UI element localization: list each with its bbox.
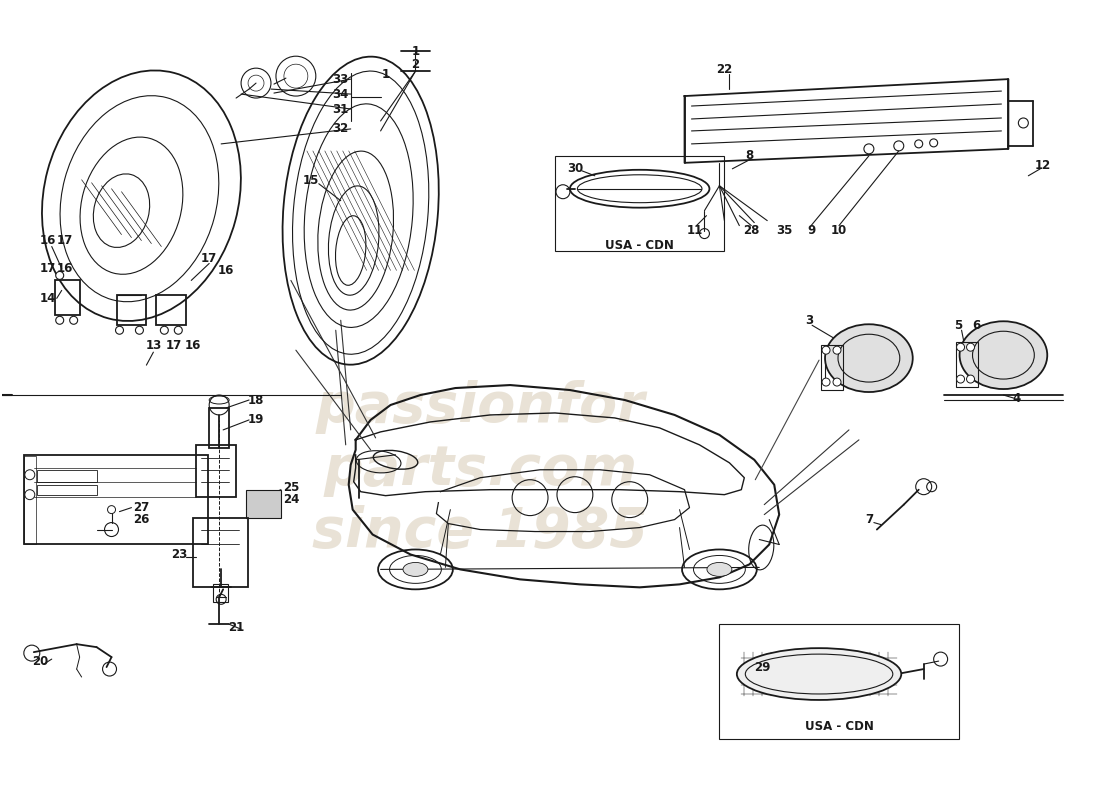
Text: 8: 8	[745, 150, 754, 162]
Text: 4: 4	[1012, 391, 1021, 405]
Ellipse shape	[825, 324, 913, 392]
Text: 28: 28	[744, 224, 759, 237]
Text: 16: 16	[218, 264, 234, 277]
Circle shape	[174, 326, 183, 334]
Circle shape	[135, 326, 143, 334]
Text: 17: 17	[166, 338, 183, 352]
Text: 24: 24	[283, 493, 299, 506]
Text: 31: 31	[332, 102, 349, 115]
Text: 10: 10	[830, 224, 847, 237]
Text: 7: 7	[865, 513, 873, 526]
Text: 30: 30	[566, 162, 583, 175]
Bar	[821, 345, 843, 390]
Ellipse shape	[737, 648, 901, 700]
Bar	[209, 408, 229, 448]
Text: 11: 11	[686, 224, 703, 237]
Text: 23: 23	[172, 548, 187, 561]
Bar	[246, 490, 280, 518]
Circle shape	[957, 375, 965, 383]
Ellipse shape	[959, 322, 1047, 389]
Ellipse shape	[403, 562, 428, 576]
Text: USA - CDN: USA - CDN	[605, 239, 674, 252]
Bar	[196, 445, 236, 497]
Text: 12: 12	[1035, 159, 1052, 172]
Text: 20: 20	[32, 654, 48, 667]
Text: 1: 1	[382, 68, 389, 81]
Circle shape	[116, 326, 123, 334]
Bar	[117, 295, 146, 326]
Text: 19: 19	[248, 414, 264, 426]
Bar	[194, 518, 249, 587]
Text: USA - CDN: USA - CDN	[804, 720, 873, 734]
Text: 16: 16	[185, 338, 201, 352]
Text: 21: 21	[228, 621, 244, 634]
Circle shape	[915, 140, 923, 148]
Text: 3: 3	[805, 314, 813, 326]
Text: 22: 22	[716, 62, 733, 76]
Circle shape	[822, 346, 830, 354]
Circle shape	[56, 271, 64, 279]
Bar	[719, 624, 958, 739]
Circle shape	[56, 316, 64, 324]
Text: 32: 32	[332, 122, 349, 135]
Text: 14: 14	[40, 292, 56, 305]
Circle shape	[108, 506, 115, 514]
Circle shape	[822, 378, 830, 386]
Text: 26: 26	[133, 513, 150, 526]
Bar	[213, 584, 228, 602]
Circle shape	[161, 326, 168, 334]
Ellipse shape	[707, 562, 732, 576]
Text: 9: 9	[807, 224, 815, 237]
Text: 17: 17	[40, 262, 56, 275]
Text: 33: 33	[332, 73, 349, 86]
Bar	[55, 281, 79, 315]
Text: 27: 27	[133, 501, 150, 514]
Bar	[36, 485, 97, 494]
Text: 17: 17	[201, 252, 218, 265]
Text: 2: 2	[411, 58, 419, 70]
Bar	[24, 455, 208, 545]
Bar	[556, 156, 725, 250]
Bar	[156, 295, 186, 326]
Text: 17: 17	[56, 234, 73, 247]
Text: 25: 25	[283, 481, 299, 494]
Text: 15: 15	[302, 174, 319, 187]
Circle shape	[957, 343, 965, 351]
Text: 34: 34	[332, 87, 349, 101]
Text: 16: 16	[40, 234, 56, 247]
Bar	[36, 470, 97, 482]
Circle shape	[833, 378, 842, 386]
Text: 1: 1	[411, 45, 419, 58]
Circle shape	[967, 343, 975, 351]
Circle shape	[833, 346, 842, 354]
Bar	[24, 456, 36, 543]
Text: passionfor
parts.com
since 1985: passionfor parts.com since 1985	[312, 380, 648, 559]
Text: 13: 13	[145, 338, 162, 352]
Text: 16: 16	[56, 262, 73, 275]
Text: 5: 5	[955, 318, 962, 332]
Bar	[956, 342, 978, 387]
Circle shape	[69, 316, 78, 324]
Text: 18: 18	[248, 394, 264, 406]
Text: 6: 6	[972, 318, 980, 332]
Text: 29: 29	[755, 661, 770, 674]
Text: 35: 35	[776, 224, 792, 237]
Circle shape	[930, 139, 937, 147]
Circle shape	[967, 375, 975, 383]
